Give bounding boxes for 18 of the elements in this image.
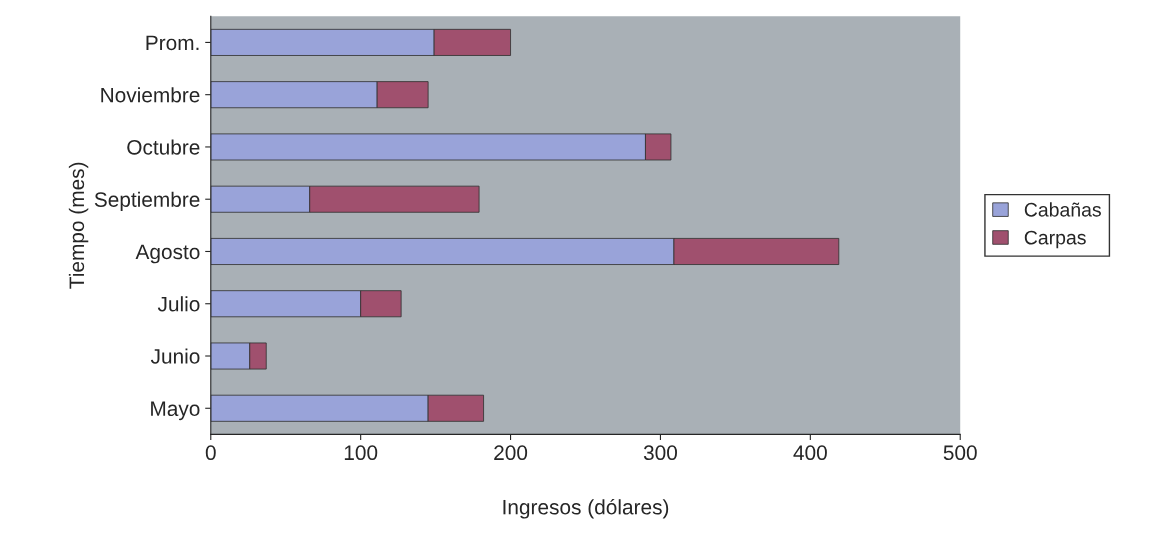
- y-tick-label: Prom.: [146, 35, 199, 51]
- x-tick-label: 300: [643, 445, 678, 461]
- y-tick-label: Noviembre: [101, 87, 200, 103]
- y-tick-label: Octubre: [127, 139, 200, 155]
- y-tick-label: Agosto: [135, 244, 200, 264]
- x-tick-label: 100: [344, 445, 378, 461]
- x-tick-label: 500: [943, 445, 977, 461]
- y-tick-label: Junio: [150, 348, 200, 364]
- x-tick-label: 0: [205, 445, 216, 461]
- y-tick-label: Julio: [157, 296, 200, 312]
- legend-label: Carpas: [1024, 230, 1086, 249]
- y-tick-label: Septiembre: [94, 191, 200, 212]
- y-axis-title: Tiempo (mes): [68, 162, 89, 289]
- x-axis-title: Ingresos (dólares): [503, 498, 669, 519]
- x-tick-label: 400: [793, 445, 827, 461]
- legend-label: Cabañas: [1024, 202, 1101, 217]
- y-tick-label: Mayo: [151, 401, 200, 421]
- x-tick-label: 200: [494, 445, 528, 461]
